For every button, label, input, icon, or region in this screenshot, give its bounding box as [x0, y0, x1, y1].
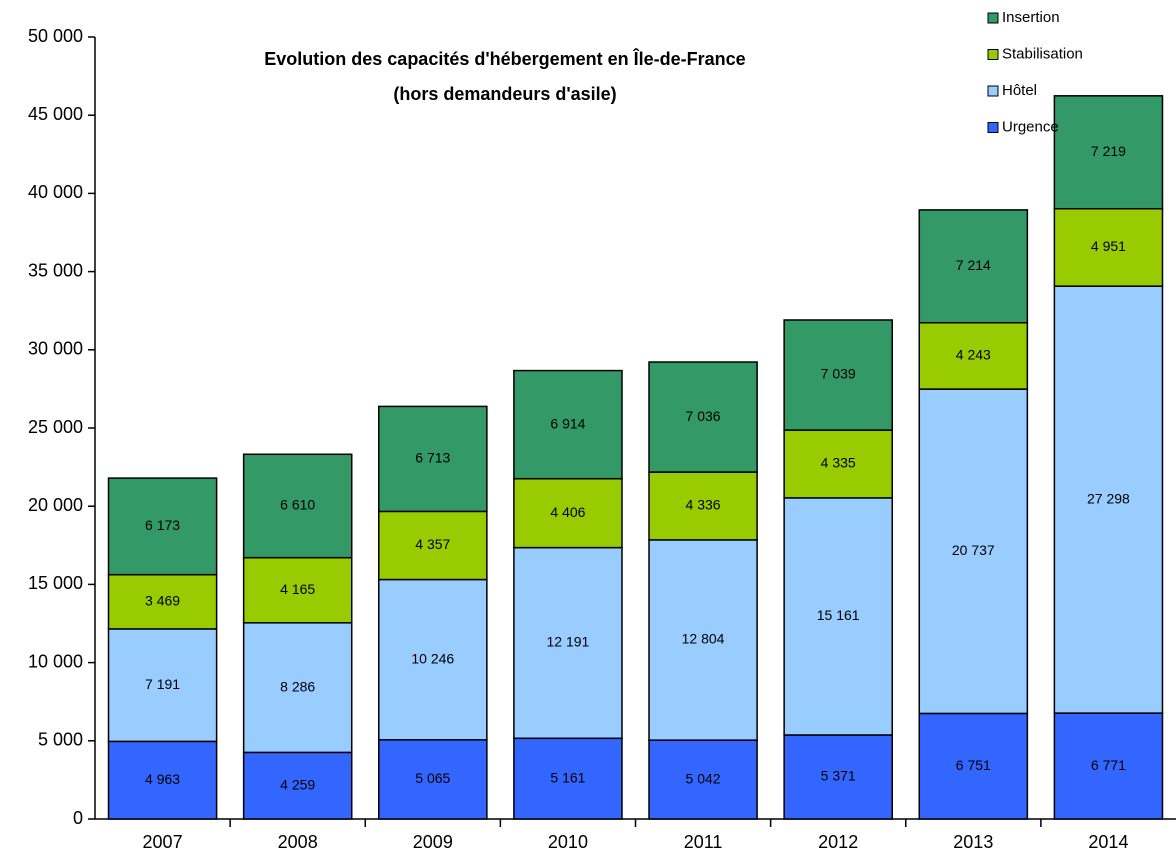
data-label: 15 161	[817, 607, 860, 623]
bar-segment	[918, 388, 1029, 715]
data-label: 4 951	[1091, 238, 1126, 254]
bar-segment	[107, 628, 218, 743]
data-label: 4 165	[280, 581, 315, 597]
y-tick-label: 25 000	[28, 417, 83, 437]
bar-segment	[107, 740, 218, 820]
data-label: 4 963	[145, 771, 180, 787]
bar-segment	[648, 471, 758, 541]
x-tick-label: 2014	[1088, 832, 1128, 852]
legend-swatch	[987, 49, 999, 60]
bar-segment	[378, 405, 488, 513]
x-tick-label: 2012	[818, 832, 858, 852]
bar-segment	[648, 739, 758, 820]
y-tick-label: 50 000	[28, 26, 83, 46]
x-tick-label: 2008	[278, 832, 318, 852]
bar-segment	[648, 539, 758, 741]
data-label: 12 804	[682, 631, 725, 647]
bar-segment	[513, 546, 623, 740]
bar-segment	[378, 739, 488, 820]
data-label: 6 173	[145, 517, 180, 533]
data-label: 12 191	[547, 634, 590, 650]
data-label: 4 336	[686, 497, 721, 513]
data-label: 5 042	[686, 770, 721, 786]
y-tick-label: 10 000	[28, 651, 83, 671]
bar-segment	[242, 556, 353, 624]
legend-swatch	[987, 12, 999, 24]
data-label: 7 214	[956, 257, 991, 273]
data-label: 7 039	[821, 366, 856, 382]
y-tick-label: 0	[73, 808, 83, 828]
data-label: 4 406	[550, 504, 585, 520]
bar-segment	[107, 573, 218, 630]
data-label: 7 191	[145, 676, 180, 692]
bar-segment	[242, 751, 353, 820]
bar-segment	[783, 319, 893, 431]
legend-label: Urgence	[1002, 118, 1059, 135]
bar-segment	[918, 209, 1029, 324]
y-tick-label: 35 000	[28, 260, 83, 280]
data-label: 10 246	[411, 650, 454, 666]
data-label: 20 737	[952, 542, 995, 558]
legend-label: Insertion	[1002, 9, 1060, 26]
data-label: 4 357	[415, 536, 450, 552]
bar-segment	[1053, 285, 1164, 714]
legend-swatch	[987, 85, 999, 97]
data-label: 4 243	[956, 347, 991, 363]
y-tick-label: 30 000	[28, 339, 83, 359]
y-tick-label: 5 000	[38, 730, 83, 750]
data-label: 6 751	[956, 757, 991, 773]
bar-segment	[242, 453, 353, 559]
y-tick-label: 20 000	[28, 495, 83, 515]
data-label: 6 771	[1091, 757, 1126, 773]
bar-segment	[1053, 207, 1164, 287]
bar-segment	[1053, 95, 1164, 210]
y-tick-label: 45 000	[28, 104, 83, 124]
data-label: 5 065	[415, 770, 450, 786]
bar-segment	[918, 321, 1029, 390]
data-label: 4 259	[280, 776, 315, 792]
bar-segment	[783, 497, 893, 736]
x-tick-label: 2009	[413, 832, 453, 852]
legend-label: Hôtel	[1002, 82, 1037, 99]
bar-segment	[107, 477, 218, 576]
bar-segment	[918, 712, 1029, 820]
y-tick-label: 40 000	[28, 182, 83, 202]
data-label: 7 219	[1091, 143, 1126, 159]
chart-subtitle: (hors demandeurs d'asile)	[393, 84, 616, 104]
data-label: 5 371	[821, 768, 856, 784]
bar-segment	[242, 622, 353, 754]
chart-title: Evolution des capacités d'hébergement en…	[264, 48, 745, 69]
bar-segment	[513, 737, 623, 820]
x-tick-label: 2010	[548, 832, 588, 852]
legend-label: Stabilisation	[1002, 45, 1083, 62]
data-label: 6 610	[280, 497, 315, 513]
bar-segment	[378, 510, 488, 581]
x-tick-label: 2007	[143, 832, 183, 852]
x-tick-label: 2011	[684, 832, 723, 852]
y-tick-label: 15 000	[28, 573, 83, 593]
bar-segment	[378, 578, 488, 741]
legend-swatch	[987, 122, 999, 133]
data-label: 7 036	[686, 408, 721, 424]
data-label: 5 161	[550, 769, 585, 785]
data-label: 6 914	[550, 415, 585, 431]
bar-segment	[513, 369, 623, 480]
x-tick-label: 2013	[953, 832, 993, 852]
data-label: 3 469	[145, 592, 180, 608]
data-label: 8 286	[280, 678, 315, 694]
data-label: 4 335	[821, 455, 856, 471]
bar-segment	[513, 477, 623, 549]
bar-segment	[1053, 712, 1164, 820]
bar-segment	[783, 734, 893, 820]
data-label: 6 713	[415, 450, 450, 466]
bar-segment	[648, 361, 758, 473]
data-label: 27 298	[1087, 490, 1130, 506]
